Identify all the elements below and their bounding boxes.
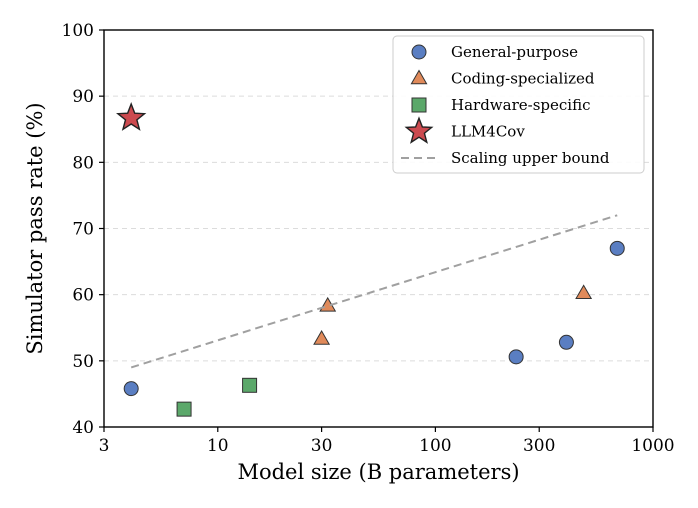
y-tick-label-3: 70 xyxy=(72,220,94,240)
legend-marker-2 xyxy=(411,97,427,113)
scaling-upper-bound-line xyxy=(130,214,618,369)
legend-box xyxy=(392,35,645,174)
x-tick-label-3: 100 xyxy=(419,436,451,456)
coding-specialized-point-2 xyxy=(575,284,593,300)
y-tick-label-0: 40 xyxy=(72,418,94,438)
hardware-specific-point-0 xyxy=(176,401,192,417)
legend-label-0: General-purpose xyxy=(451,43,578,61)
y-tick-label-5: 90 xyxy=(72,87,94,107)
data-layer xyxy=(116,102,625,417)
axis-ticks: 40 50 60 70 80 90 100 3 10 30 100 300 1000 xyxy=(62,21,675,456)
general-purpose-point-0 xyxy=(123,381,139,397)
x-tick-label-2: 30 xyxy=(311,436,333,456)
legend-label-1: Coding-specialized xyxy=(451,70,595,88)
legend-label-3: LLM4Cov xyxy=(451,123,525,141)
general-purpose-point-3 xyxy=(609,240,625,256)
y-axis-title: Simulator pass rate (%) xyxy=(23,102,47,354)
x-tick-label-1: 10 xyxy=(207,436,229,456)
x-tick-label-0: 3 xyxy=(99,436,110,456)
legend-marker-3 xyxy=(404,116,434,144)
legend-marker-0 xyxy=(411,44,427,60)
legend-marker-1 xyxy=(410,69,428,85)
grid-lines xyxy=(104,95,653,362)
y-tick-label-1: 50 xyxy=(72,352,94,372)
hardware-specific-point-1 xyxy=(242,377,258,393)
y-tick-label-4: 80 xyxy=(72,153,94,173)
general-purpose-point-2 xyxy=(558,334,574,350)
llm4cov-point-0 xyxy=(116,102,147,131)
general-purpose-point-1 xyxy=(508,349,524,365)
coding-specialized-point-0 xyxy=(313,329,331,345)
legend-label-2: Hardware-specific xyxy=(451,96,590,114)
y-tick-label-6: 100 xyxy=(62,21,94,41)
y-tick-label-2: 60 xyxy=(72,286,94,306)
x-axis-title: Model size (B parameters) xyxy=(237,460,519,484)
x-tick-label-4: 300 xyxy=(523,436,555,456)
x-tick-label-5: 1000 xyxy=(631,436,674,456)
legend: General-purpose Coding-specialized Hardwar… xyxy=(392,35,645,174)
legend-label-4: Scaling upper bound xyxy=(451,149,610,167)
